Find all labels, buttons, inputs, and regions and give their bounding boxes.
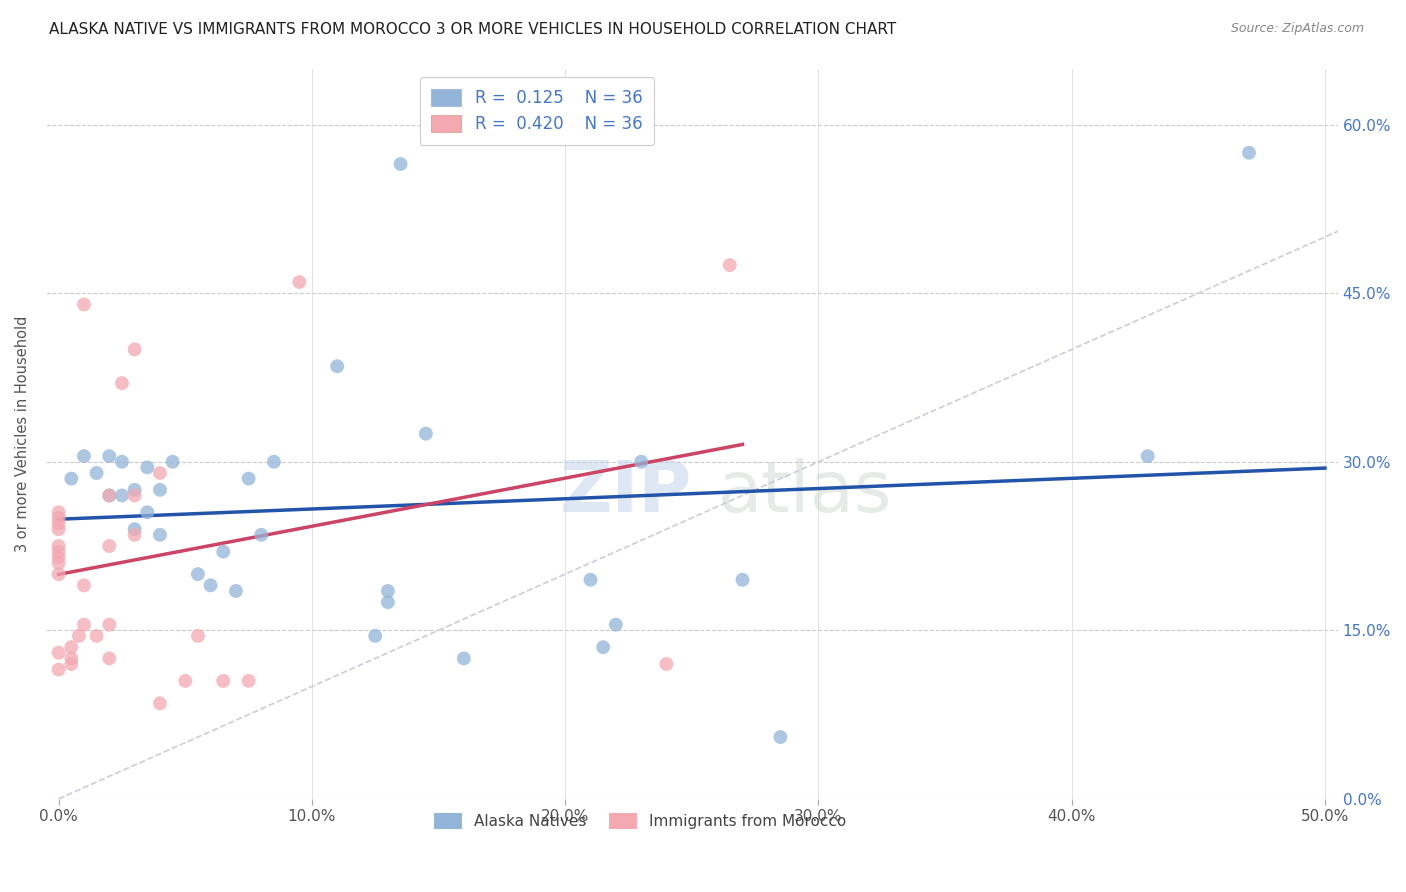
Point (149, 528, 172, 542)
Point (389, 157, 412, 171)
Point (98, 488, 121, 502)
Point (162, 455, 184, 469)
Point (98, 449, 121, 463)
Point (48, 522, 70, 536)
Point (377, 595, 399, 609)
Point (1136, 449, 1159, 463)
Point (48, 544, 70, 558)
Point (187, 629, 209, 643)
Point (149, 483, 172, 497)
Point (124, 522, 146, 536)
Point (453, 651, 475, 665)
Point (73, 449, 96, 463)
Point (86, 629, 108, 643)
Text: Source: ZipAtlas.com: Source: ZipAtlas.com (1230, 22, 1364, 36)
Point (98, 488, 121, 502)
Point (238, 673, 260, 688)
Point (48, 646, 70, 660)
Point (86, 466, 108, 480)
Point (48, 511, 70, 525)
Point (630, 455, 652, 469)
Text: ZIP: ZIP (560, 458, 692, 526)
Point (238, 472, 260, 486)
Point (124, 483, 146, 497)
Point (73, 297, 96, 311)
Point (48, 539, 70, 553)
Point (73, 578, 96, 592)
Point (98, 617, 121, 632)
Point (48, 505, 70, 519)
Point (187, 567, 209, 582)
Point (718, 258, 741, 272)
Point (655, 657, 678, 671)
Point (579, 573, 602, 587)
Point (73, 617, 96, 632)
Point (136, 505, 159, 519)
Point (225, 584, 247, 599)
Point (48, 550, 70, 565)
Point (60, 657, 83, 671)
Point (769, 730, 792, 744)
Point (60, 472, 83, 486)
Point (111, 455, 134, 469)
Point (98, 651, 121, 665)
Point (377, 584, 399, 599)
Point (212, 673, 235, 688)
Point (605, 617, 627, 632)
Text: ALASKA NATIVE VS IMMIGRANTS FROM MOROCCO 3 OR MORE VEHICLES IN HOUSEHOLD CORRELA: ALASKA NATIVE VS IMMIGRANTS FROM MOROCCO… (49, 22, 897, 37)
Point (263, 455, 285, 469)
Point (1237, 145, 1260, 160)
Point (98, 539, 121, 553)
Legend: Alaska Natives, Immigrants from Morocco: Alaska Natives, Immigrants from Morocco (427, 806, 852, 835)
Point (48, 516, 70, 531)
Point (48, 663, 70, 677)
Point (136, 460, 159, 475)
Point (149, 466, 172, 480)
Point (124, 343, 146, 357)
Point (592, 640, 614, 655)
Point (60, 640, 83, 655)
Point (48, 567, 70, 582)
Point (250, 528, 273, 542)
Point (48, 556, 70, 570)
Point (326, 359, 349, 374)
Point (124, 528, 146, 542)
Point (288, 275, 311, 289)
Point (415, 426, 437, 441)
Point (111, 376, 134, 391)
Point (60, 651, 83, 665)
Point (174, 673, 197, 688)
Point (200, 578, 222, 592)
Point (212, 544, 235, 558)
Point (731, 573, 754, 587)
Point (149, 696, 172, 710)
Point (364, 629, 387, 643)
Point (124, 488, 146, 502)
Y-axis label: 3 or more Vehicles in Household: 3 or more Vehicles in Household (15, 316, 30, 552)
Text: atlas: atlas (717, 458, 891, 526)
Point (67, 629, 90, 643)
Point (111, 488, 134, 502)
